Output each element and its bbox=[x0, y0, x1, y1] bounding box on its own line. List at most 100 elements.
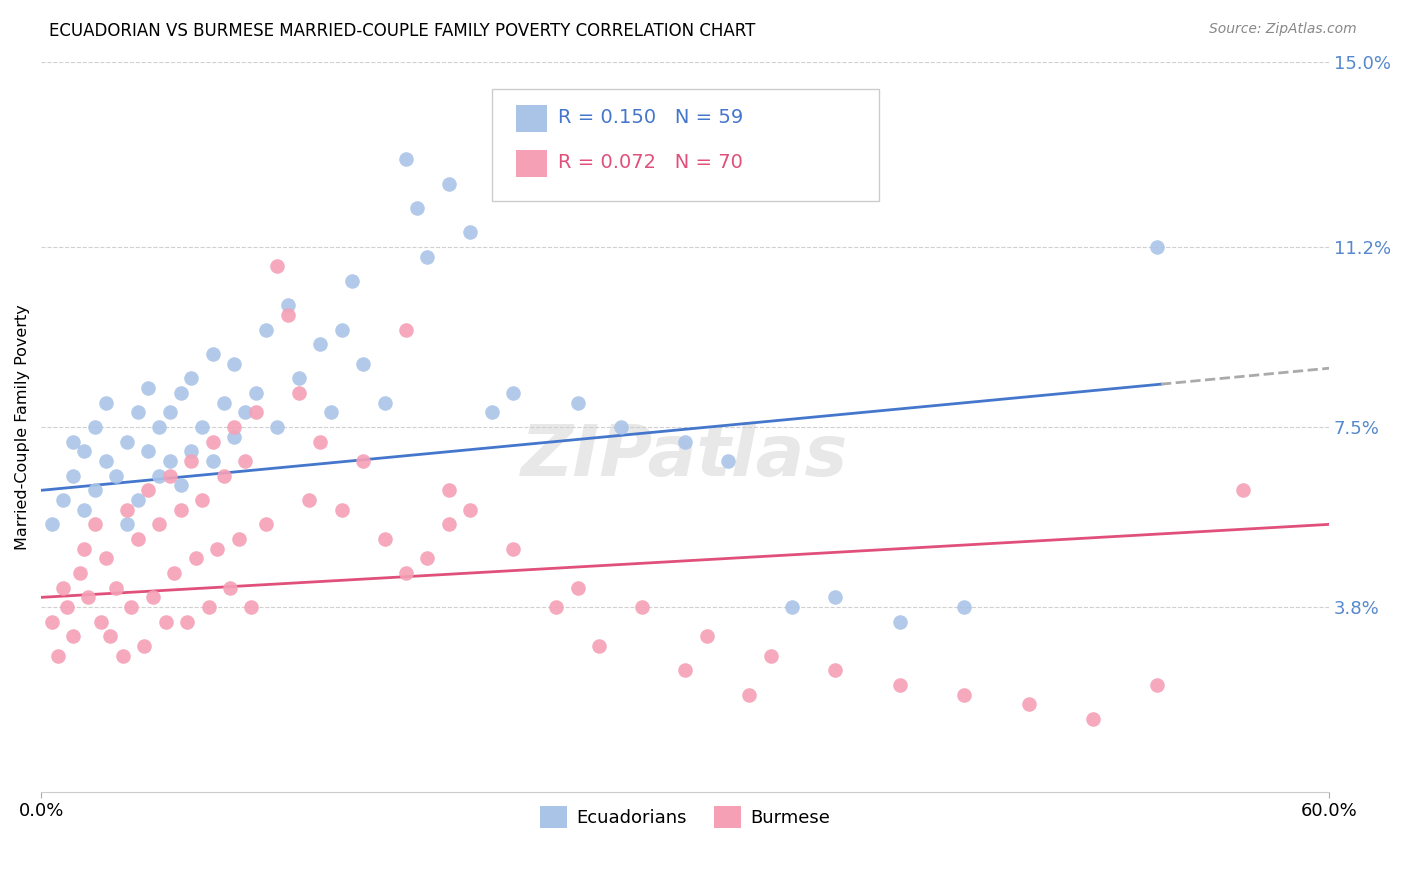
Point bbox=[83, 517, 105, 532]
Point bbox=[201, 434, 224, 449]
Point bbox=[127, 532, 149, 546]
Point bbox=[159, 468, 181, 483]
Point bbox=[567, 581, 589, 595]
Point bbox=[212, 395, 235, 409]
Point bbox=[309, 434, 332, 449]
Point bbox=[115, 502, 138, 516]
Point bbox=[41, 615, 63, 629]
Point bbox=[98, 629, 121, 643]
Point bbox=[83, 483, 105, 498]
Point bbox=[142, 591, 165, 605]
Point bbox=[1232, 483, 1254, 498]
Point bbox=[330, 502, 353, 516]
Point bbox=[374, 395, 396, 409]
Point bbox=[287, 386, 309, 401]
Point bbox=[266, 260, 288, 274]
Text: ECUADORIAN VS BURMESE MARRIED-COUPLE FAMILY POVERTY CORRELATION CHART: ECUADORIAN VS BURMESE MARRIED-COUPLE FAM… bbox=[49, 22, 755, 40]
Point bbox=[824, 591, 846, 605]
Point bbox=[148, 517, 170, 532]
Point bbox=[228, 532, 250, 546]
Point bbox=[197, 600, 219, 615]
Point bbox=[738, 688, 761, 702]
Point bbox=[342, 274, 364, 288]
Point bbox=[309, 337, 332, 351]
Point bbox=[245, 386, 267, 401]
Point bbox=[266, 420, 288, 434]
Point bbox=[115, 434, 138, 449]
Point bbox=[953, 600, 976, 615]
Point bbox=[73, 541, 96, 556]
Point bbox=[330, 323, 353, 337]
Point bbox=[73, 502, 96, 516]
Point bbox=[159, 454, 181, 468]
Point bbox=[298, 493, 321, 508]
Point bbox=[115, 517, 138, 532]
Point bbox=[1146, 240, 1168, 254]
Point bbox=[889, 678, 911, 692]
Point bbox=[201, 347, 224, 361]
Point bbox=[631, 600, 654, 615]
Point bbox=[94, 395, 117, 409]
Point bbox=[546, 600, 568, 615]
Point bbox=[460, 226, 482, 240]
Point bbox=[233, 405, 256, 419]
Point bbox=[437, 483, 460, 498]
Point bbox=[90, 615, 112, 629]
Point bbox=[62, 434, 84, 449]
Y-axis label: Married-Couple Family Poverty: Married-Couple Family Poverty bbox=[15, 304, 30, 550]
Point bbox=[77, 591, 100, 605]
Point bbox=[437, 177, 460, 191]
Text: ZIPatlas: ZIPatlas bbox=[522, 422, 849, 491]
Point bbox=[180, 454, 202, 468]
Point bbox=[180, 444, 202, 458]
Point bbox=[169, 386, 191, 401]
Point bbox=[159, 405, 181, 419]
Point bbox=[502, 541, 524, 556]
Point bbox=[256, 323, 278, 337]
Point bbox=[176, 615, 198, 629]
Point bbox=[224, 420, 246, 434]
Point bbox=[696, 629, 718, 643]
Point bbox=[460, 502, 482, 516]
Point bbox=[120, 600, 142, 615]
Point bbox=[105, 468, 128, 483]
Point bbox=[240, 600, 263, 615]
Point bbox=[782, 600, 804, 615]
Point bbox=[69, 566, 91, 580]
Point bbox=[717, 454, 740, 468]
Point bbox=[111, 648, 134, 663]
Point bbox=[824, 663, 846, 677]
Point bbox=[224, 430, 246, 444]
Point bbox=[395, 153, 418, 167]
Point bbox=[201, 454, 224, 468]
Point bbox=[395, 566, 418, 580]
Point bbox=[416, 250, 439, 264]
Point bbox=[148, 420, 170, 434]
Point bbox=[277, 298, 299, 312]
Point bbox=[1018, 698, 1040, 712]
Point bbox=[138, 483, 160, 498]
Point bbox=[205, 541, 228, 556]
Point bbox=[180, 371, 202, 385]
Point bbox=[256, 517, 278, 532]
Point bbox=[233, 454, 256, 468]
Point bbox=[416, 551, 439, 566]
Point bbox=[184, 551, 207, 566]
Point bbox=[481, 405, 503, 419]
Point bbox=[62, 629, 84, 643]
Point bbox=[319, 405, 342, 419]
Point bbox=[1146, 678, 1168, 692]
Point bbox=[352, 454, 374, 468]
Point bbox=[502, 386, 524, 401]
Point bbox=[94, 454, 117, 468]
Point bbox=[127, 493, 149, 508]
Point bbox=[52, 493, 75, 508]
Point bbox=[224, 357, 246, 371]
Point bbox=[953, 688, 976, 702]
Point bbox=[138, 381, 160, 395]
Point bbox=[134, 639, 156, 653]
Point bbox=[759, 648, 782, 663]
Point bbox=[191, 493, 214, 508]
Point bbox=[52, 581, 75, 595]
Point bbox=[138, 444, 160, 458]
